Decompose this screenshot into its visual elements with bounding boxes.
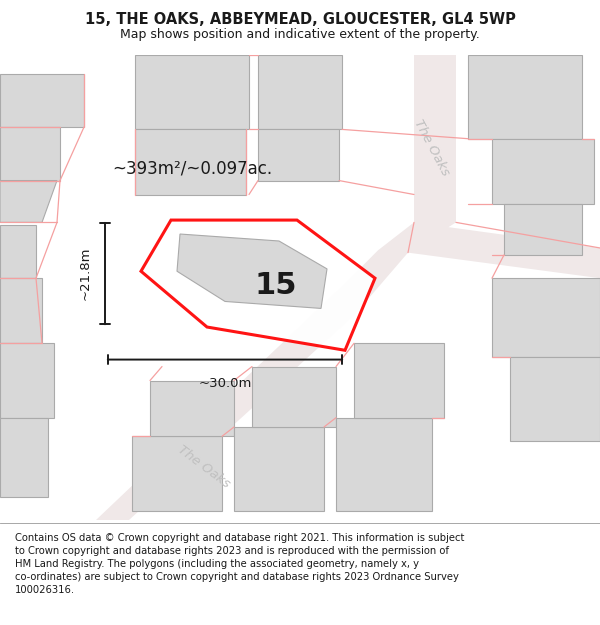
Polygon shape	[135, 129, 246, 194]
Text: The Oaks: The Oaks	[412, 118, 452, 178]
Polygon shape	[336, 418, 432, 511]
Polygon shape	[354, 343, 444, 418]
Polygon shape	[132, 436, 222, 511]
Polygon shape	[0, 343, 54, 418]
Text: 15: 15	[255, 271, 297, 299]
Text: ~21.8m: ~21.8m	[79, 247, 92, 300]
Polygon shape	[0, 418, 48, 497]
Polygon shape	[492, 278, 600, 358]
Polygon shape	[0, 278, 42, 343]
Polygon shape	[258, 55, 342, 129]
Polygon shape	[60, 222, 600, 520]
Polygon shape	[468, 55, 582, 139]
Polygon shape	[234, 427, 324, 511]
Polygon shape	[141, 220, 375, 350]
Text: 15, THE OAKS, ABBEYMEAD, GLOUCESTER, GL4 5WP: 15, THE OAKS, ABBEYMEAD, GLOUCESTER, GL4…	[85, 12, 515, 27]
Text: ~30.0m: ~30.0m	[199, 378, 251, 390]
Text: Map shows position and indicative extent of the property.: Map shows position and indicative extent…	[120, 28, 480, 41]
Text: ~393m²/~0.097ac.: ~393m²/~0.097ac.	[112, 160, 272, 178]
Polygon shape	[0, 74, 84, 127]
Polygon shape	[0, 225, 36, 278]
Polygon shape	[0, 127, 60, 181]
Polygon shape	[135, 55, 249, 129]
Text: Contains OS data © Crown copyright and database right 2021. This information is : Contains OS data © Crown copyright and d…	[15, 532, 464, 596]
Polygon shape	[177, 234, 327, 308]
Polygon shape	[504, 204, 582, 255]
Polygon shape	[492, 139, 594, 204]
Polygon shape	[258, 129, 339, 181]
Polygon shape	[510, 357, 600, 441]
Polygon shape	[150, 381, 234, 436]
Polygon shape	[252, 366, 336, 427]
Polygon shape	[0, 181, 57, 222]
Polygon shape	[408, 55, 456, 253]
Text: The Oaks: The Oaks	[175, 442, 233, 491]
